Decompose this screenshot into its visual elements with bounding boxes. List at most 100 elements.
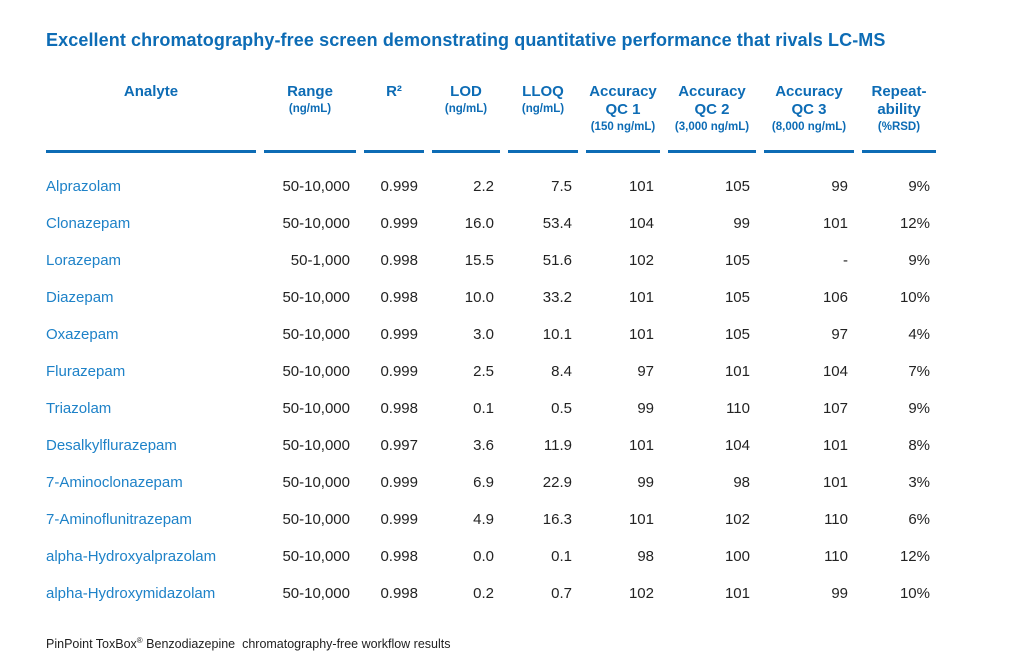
value-cell: 50-10,000: [282, 511, 350, 528]
value-cell: 9%: [908, 252, 930, 269]
column-header-label: LLOQ: [522, 83, 564, 100]
table-row: alpha-Hydroxymidazolam 50-10,000 0.998 0.2 0…: [46, 575, 936, 612]
column-header-label: Repeat- ability: [871, 83, 927, 118]
value-cell: -: [843, 252, 848, 269]
value-cell: 0.5: [551, 400, 572, 417]
column-header-0: Analyte: [46, 83, 256, 153]
results-table: Analyte Range (ng/mL) R² LOD (ng/mL) LLOQ (ng/m…: [38, 83, 944, 612]
table-caption: PinPoint ToxBox® Benzodiazepine chromato…: [46, 635, 451, 651]
value-cell: 99: [733, 215, 750, 232]
value-cell: 110: [824, 548, 848, 565]
value-cell: 102: [628, 585, 654, 602]
value-cell: 7%: [908, 363, 930, 380]
value-cell: 110: [726, 400, 750, 417]
value-cell: 104: [822, 363, 848, 380]
column-header-6: Accuracy QC 2 (3,000 ng/mL): [668, 83, 756, 153]
value-cell: 50-10,000: [282, 585, 350, 602]
value-cell: 104: [724, 437, 750, 454]
value-cell: 99: [637, 474, 654, 491]
page-title: Excellent chromatography-free screen dem…: [46, 30, 886, 50]
value-cell: 101: [822, 215, 848, 232]
value-cell: 6.9: [473, 474, 494, 491]
value-cell: 0.7: [551, 585, 572, 602]
column-header-unit: (8,000 ng/mL): [771, 121, 847, 133]
analyte-name-cell: Oxazepam: [46, 326, 119, 343]
value-cell: 105: [724, 178, 750, 195]
value-cell: 104: [628, 215, 654, 232]
value-cell: 3%: [908, 474, 930, 491]
column-header-label: Range: [287, 83, 333, 100]
value-cell: 102: [628, 252, 654, 269]
value-cell: 110: [824, 511, 848, 528]
footer-text: Benzodiazepine chromatography-free workf…: [142, 637, 451, 651]
value-cell: 6%: [908, 511, 930, 528]
value-cell: 4%: [908, 326, 930, 343]
value-cell: 8%: [908, 437, 930, 454]
value-cell: 100: [724, 548, 750, 565]
column-header-3: LOD (ng/mL): [432, 83, 500, 153]
value-cell: 16.3: [542, 511, 572, 528]
column-header-unit: (%RSD): [877, 121, 921, 133]
value-cell: 105: [724, 252, 750, 269]
value-cell: 0.998: [380, 548, 418, 565]
value-cell: 7.5: [551, 178, 572, 195]
table-row: Lorazepam 50-1,000 0.998 15.5 51.6 102 105 - 9%: [46, 242, 936, 279]
value-cell: 0.998: [380, 400, 418, 417]
value-cell: 99: [831, 178, 848, 195]
table-body: Alprazolam 50-10,000 0.999 2.2 7.5 101 105 99 9%…: [46, 153, 936, 612]
column-header-label: Accuracy QC 1: [589, 83, 657, 118]
value-cell: 0.1: [551, 548, 572, 565]
value-cell: 51.6: [542, 252, 572, 269]
column-header-unit: (ng/mL): [521, 103, 565, 115]
analyte-name-cell: Alprazolam: [46, 178, 122, 195]
value-cell: 22.9: [542, 474, 572, 491]
value-cell: 98: [637, 548, 654, 565]
value-cell: 50-10,000: [282, 215, 350, 232]
column-header-5: Accuracy QC 1 (150 ng/mL): [586, 83, 660, 153]
value-cell: 101: [724, 363, 750, 380]
footer-brand: PinPoint ToxBox: [46, 637, 137, 651]
value-cell: 99: [831, 585, 848, 602]
value-cell: 50-10,000: [282, 363, 350, 380]
analyte-name-cell: Desalkylflurazepam: [46, 437, 177, 454]
value-cell: 0.1: [473, 400, 494, 417]
value-cell: 9%: [908, 178, 930, 195]
registered-mark: ®: [136, 635, 143, 645]
table-header-row: Analyte Range (ng/mL) R² LOD (ng/mL) LLOQ (ng/m…: [46, 83, 936, 153]
value-cell: 0.999: [380, 474, 418, 491]
analyte-name-cell: Lorazepam: [46, 252, 122, 269]
table-row: Clonazepam 50-10,000 0.999 16.0 53.4 104 99 101…: [46, 205, 936, 242]
value-cell: 10.0: [464, 289, 494, 306]
column-header-unit: (150 ng/mL): [590, 121, 656, 133]
value-cell: 97: [831, 326, 848, 343]
column-header-label: Accuracy QC 2: [678, 83, 746, 118]
value-cell: 15.5: [464, 252, 494, 269]
column-header-label: R²: [386, 83, 402, 100]
table-row: Desalkylflurazepam 50-10,000 0.997 3.6 11.9 1…: [46, 427, 936, 464]
value-cell: 97: [637, 363, 654, 380]
analyte-name-cell: Triazolam: [46, 400, 112, 417]
value-cell: 10%: [899, 289, 930, 306]
value-cell: 99: [637, 400, 654, 417]
value-cell: 12%: [899, 548, 930, 565]
value-cell: 101: [628, 178, 654, 195]
value-cell: 50-10,000: [282, 289, 350, 306]
value-cell: 10%: [899, 585, 930, 602]
value-cell: 33.2: [542, 289, 572, 306]
value-cell: 50-10,000: [282, 548, 350, 565]
value-cell: 101: [724, 585, 750, 602]
value-cell: 0.999: [380, 326, 418, 343]
value-cell: 0.0: [473, 548, 494, 565]
value-cell: 3.0: [473, 326, 494, 343]
value-cell: 101: [628, 326, 654, 343]
value-cell: 50-10,000: [282, 437, 350, 454]
analyte-name-cell: 7-Aminoclonazepam: [46, 474, 183, 491]
column-header-1: Range (ng/mL): [264, 83, 356, 153]
value-cell: 101: [628, 289, 654, 306]
value-cell: 0.998: [380, 289, 418, 306]
value-cell: 4.9: [473, 511, 494, 528]
value-cell: 0.999: [380, 215, 418, 232]
column-header-2: R²: [364, 83, 424, 153]
column-header-7: Accuracy QC 3 (8,000 ng/mL): [764, 83, 854, 153]
